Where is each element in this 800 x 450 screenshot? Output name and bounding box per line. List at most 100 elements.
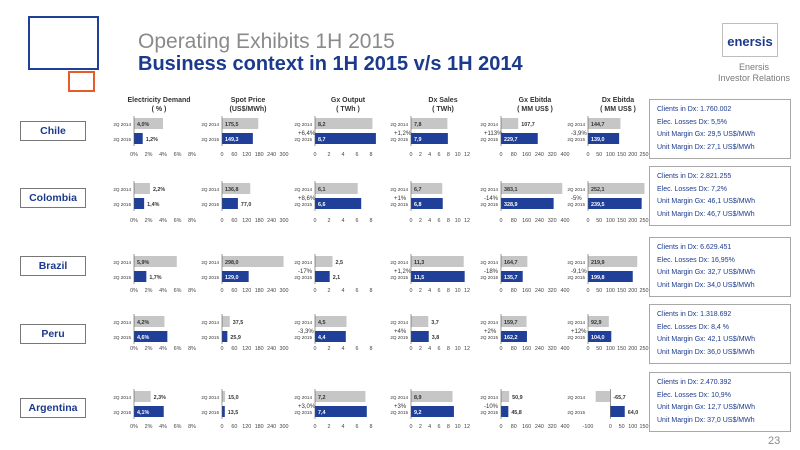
tick-label: 60	[231, 424, 237, 430]
period-label-2014: 2Q 2014	[294, 122, 312, 127]
period-label-2014: 2Q 2014	[390, 260, 408, 265]
bar-2014	[411, 256, 464, 267]
tick-label: 4	[428, 346, 431, 352]
country-label-argentina: Argentina	[20, 398, 86, 418]
bar-2015	[411, 133, 448, 144]
bar-2015	[315, 331, 346, 342]
tick-label: 8	[447, 346, 450, 352]
tick-label: 100	[628, 424, 637, 430]
elec-losses-dx: Elec. Losses Dx: 5,5%	[657, 118, 728, 126]
tick-label: 300	[280, 288, 289, 294]
value-label-2014: -65,7	[613, 395, 625, 401]
period-label-2014: 2Q 2014	[201, 320, 219, 325]
period-label-2014: 2Q 2014	[294, 320, 312, 325]
bar-2015	[411, 331, 429, 342]
value-label-2014: 4,0%	[137, 122, 149, 128]
tick-label: 4	[428, 288, 431, 294]
tick-label: 60	[231, 346, 237, 352]
clients-dx: Clients in Dx: 1.318.692	[657, 311, 732, 318]
tick-label: 10	[455, 152, 461, 158]
tick-label: -100	[583, 424, 594, 430]
unit-margin-gx: Unit Margin Gx: 42,1 US$/MWh	[657, 336, 756, 343]
period-label-2015: 2Q 2015	[390, 202, 408, 207]
value-label-2015: 11,5	[414, 275, 424, 281]
period-label-2014: 2Q 2014	[567, 320, 585, 325]
tick-label: 80	[511, 218, 517, 224]
change-label: +1%	[394, 196, 407, 202]
bar-2015	[411, 271, 465, 282]
unit-margin-dx: Unit Margin Dx: 36,0 US$/MWh	[657, 348, 755, 356]
value-label-2014: 175,5	[225, 122, 239, 128]
bar-2015	[222, 331, 228, 342]
page-title: Operating Exhibits 1H 2015	[138, 30, 395, 53]
tick-label: 80	[511, 424, 517, 430]
tick-label: 160	[522, 424, 531, 430]
tick-label: 6	[356, 218, 359, 224]
value-label-2014: 6,1	[318, 187, 326, 193]
clients-dx: Clients in Dx: 2.821.255	[657, 173, 732, 180]
change-label: +3,0%	[298, 404, 316, 410]
company-logo: enersis	[722, 23, 778, 57]
bar-2014	[315, 118, 373, 129]
bar-2014	[411, 316, 429, 327]
bar-2015	[501, 198, 554, 209]
tick-label: 180	[255, 218, 264, 224]
tick-label: 0	[587, 346, 590, 352]
elec-losses-dx: Elec. Losses Dx: 10,9%	[657, 391, 731, 399]
tick-label: 6	[356, 152, 359, 158]
tick-label: 4%	[159, 424, 167, 430]
tick-label: 8	[370, 424, 373, 430]
value-label-2015: 1,4%	[147, 202, 159, 208]
period-label-2015: 2Q 2015	[480, 137, 498, 142]
period-label-2015: 2Q 2015	[480, 275, 498, 280]
change-label: -18%	[484, 269, 499, 275]
value-label-2015: 139,0	[591, 137, 605, 143]
tick-label: 120	[242, 218, 251, 224]
bar-2015	[315, 271, 330, 282]
tick-label: 8%	[188, 346, 196, 352]
bar-2014	[315, 183, 358, 194]
period-label-2015: 2Q 2015	[113, 137, 131, 142]
bar-2015	[588, 133, 620, 144]
value-label-2014: 383,1	[504, 187, 518, 193]
tick-label: 4%	[159, 218, 167, 224]
tick-label: 4	[428, 152, 431, 158]
tick-label: 8	[370, 218, 373, 224]
period-label-2015: 2Q 2015	[480, 202, 498, 207]
tick-label: 2	[419, 218, 422, 224]
tick-label: 0	[221, 152, 224, 158]
tick-label: 50	[596, 288, 602, 294]
tick-label: 320	[548, 288, 557, 294]
tick-label: 160	[522, 218, 531, 224]
bar-2015	[134, 133, 143, 144]
value-label-2015: 77,0	[241, 202, 252, 208]
value-label-2015: 1,7%	[149, 275, 161, 281]
tick-label: 10	[455, 424, 461, 430]
tick-label: 8%	[188, 152, 196, 158]
tick-label: 8	[370, 346, 373, 352]
period-label-2014: 2Q 2014	[480, 260, 498, 265]
period-label-2014: 2Q 2014	[480, 187, 498, 192]
tick-label: 160	[522, 346, 531, 352]
tick-label: 2	[419, 424, 422, 430]
tick-label: 320	[548, 152, 557, 158]
period-label-2014: 2Q 2014	[567, 260, 585, 265]
tick-label: 0	[221, 346, 224, 352]
column-header-gx-output: Gx Output ( TWh )	[330, 97, 366, 113]
bar-2015	[222, 406, 225, 417]
bar-2014	[134, 256, 177, 267]
tick-label: 2	[419, 346, 422, 352]
period-label-2014: 2Q 2014	[201, 122, 219, 127]
page-subtitle: Business context in 1H 2015 v/s 1H 2014	[138, 53, 523, 75]
tick-label: 2	[328, 152, 331, 158]
tick-label: 6	[438, 218, 441, 224]
value-label-2014: 92,9	[591, 320, 602, 326]
period-label-2014: 2Q 2014	[390, 187, 408, 192]
tick-label: 2%	[145, 346, 153, 352]
period-label-2014: 2Q 2014	[567, 187, 585, 192]
company-department: Investor Relations	[717, 73, 791, 83]
tick-label: 0	[314, 288, 317, 294]
tick-label: 4	[342, 152, 345, 158]
column-header-gx-ebitda: Gx Ebitda ( MM US$ )	[517, 97, 553, 113]
unit-margin-gx: Unit Margin Gx: 29,5 US$/MWh	[657, 131, 756, 138]
